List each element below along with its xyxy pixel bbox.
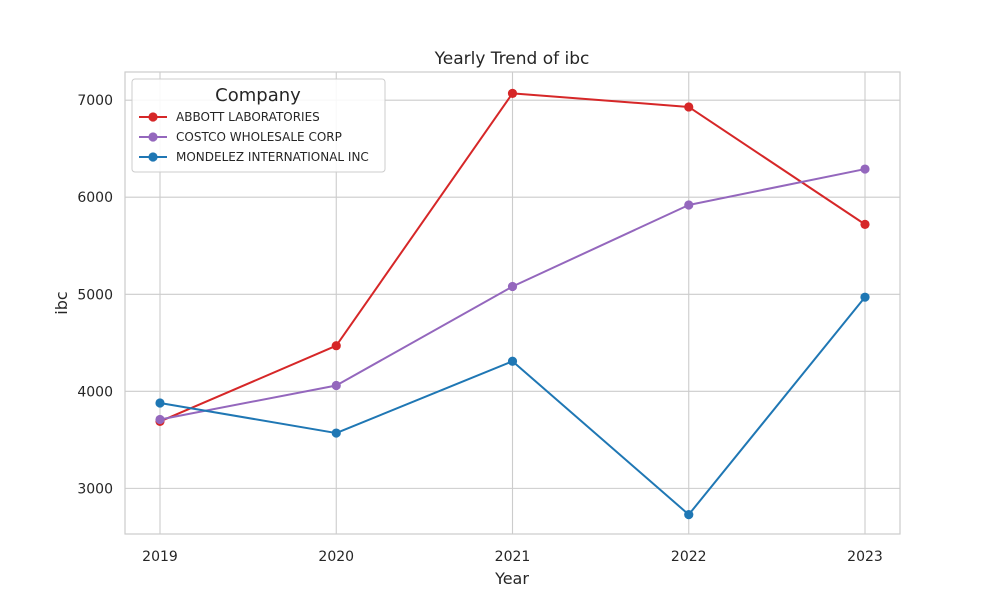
chart-title: Yearly Trend of ibc: [434, 49, 590, 69]
x-axis-ticks: 2019 2020 2021 2022 2023: [142, 549, 883, 565]
x-tick-label: 2020: [318, 549, 354, 565]
legend-label: ABBOTT LABORATORIES: [176, 110, 320, 124]
x-tick-label: 2021: [495, 549, 531, 565]
data-point: [860, 164, 870, 174]
series-2: [155, 292, 870, 520]
data-point: [684, 509, 694, 520]
series-1: [155, 164, 870, 425]
data-point: [684, 102, 694, 112]
legend-item: MONDELEZ INTERNATIONAL INC: [139, 150, 369, 164]
data-point: [331, 428, 341, 438]
x-tick-label: 2022: [671, 549, 707, 565]
data-point: [331, 380, 341, 391]
y-tick-label: 4000: [77, 384, 113, 400]
data-point: [860, 292, 870, 302]
legend-marker: [148, 152, 158, 162]
grid: [125, 72, 900, 534]
data-point: [860, 219, 870, 229]
x-tick-label: 2019: [142, 549, 178, 565]
data-point: [507, 356, 518, 366]
plot-frame: [124, 71, 901, 535]
legend-marker: [148, 132, 158, 142]
x-axis-title: Year: [494, 569, 529, 588]
legend-item: ABBOTT LABORATORIES: [139, 110, 320, 124]
data-point: [507, 281, 518, 292]
y-tick-label: 6000: [77, 190, 113, 206]
series-lines: [155, 88, 870, 520]
legend-label: MONDELEZ INTERNATIONAL INC: [176, 150, 369, 164]
legend: Company ABBOTT LABORATORIES COSTCO WHOLES…: [131, 78, 386, 173]
data-point: [155, 398, 165, 408]
y-tick-label: 3000: [77, 481, 113, 497]
legend-title: Company: [215, 85, 301, 106]
x-tick-label: 2023: [847, 549, 883, 565]
legend-item: COSTCO WHOLESALE CORP: [139, 130, 342, 144]
data-point: [507, 88, 518, 98]
y-tick-label: 5000: [77, 287, 113, 303]
data-point: [331, 341, 341, 351]
y-tick-label: 7000: [77, 93, 113, 109]
legend-label: COSTCO WHOLESALE CORP: [176, 130, 342, 144]
y-axis-ticks: 3000 4000 5000 6000 7000: [77, 93, 113, 497]
legend-marker: [148, 112, 158, 122]
legend-box: [131, 78, 386, 173]
data-point: [684, 200, 694, 210]
y-axis-title: ibc: [52, 291, 71, 314]
data-point: [155, 414, 165, 425]
